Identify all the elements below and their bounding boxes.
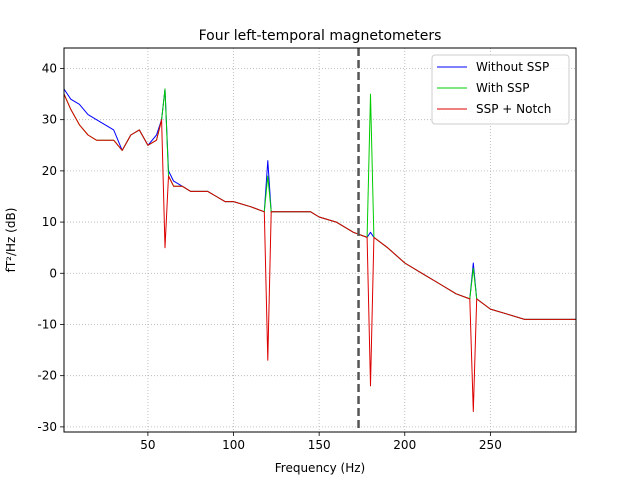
x-tick-label: 250: [479, 438, 502, 452]
x-tick-label: 200: [393, 438, 416, 452]
y-axis-label: fT²/Hz (dB): [4, 208, 18, 273]
y-tick-label: 40: [42, 61, 57, 75]
legend-label: With SSP: [476, 81, 530, 95]
y-tick-label: 20: [42, 164, 57, 178]
x-tick-label: 100: [222, 438, 245, 452]
legend: Without SSP With SSP SSP + Notch: [431, 54, 570, 125]
x-axis-ticks: 50 100 150 200 250: [140, 432, 502, 452]
x-tick-label: 150: [308, 438, 331, 452]
series-line-2: [63, 93, 576, 412]
y-tick-label: 10: [42, 215, 57, 229]
legend-label: Without SSP: [476, 60, 549, 74]
y-axis-ticks: -30 -20 -10 0 10 20 30 40: [37, 61, 64, 434]
y-tick-label: -20: [37, 369, 57, 383]
x-tick-label: 50: [140, 438, 155, 452]
legend-box: [431, 54, 570, 125]
chart-title: Four left-temporal magnetometers: [199, 28, 442, 44]
plot-frame: [63, 47, 577, 433]
y-tick-label: -30: [37, 420, 57, 434]
series-lines: [63, 88, 576, 412]
y-tick-label: 0: [49, 266, 57, 280]
y-tick-label: 30: [42, 113, 57, 127]
legend-label: SSP + Notch: [476, 102, 551, 116]
y-tick-label: -10: [37, 317, 57, 331]
x-axis-label: Frequency (Hz): [275, 461, 366, 475]
